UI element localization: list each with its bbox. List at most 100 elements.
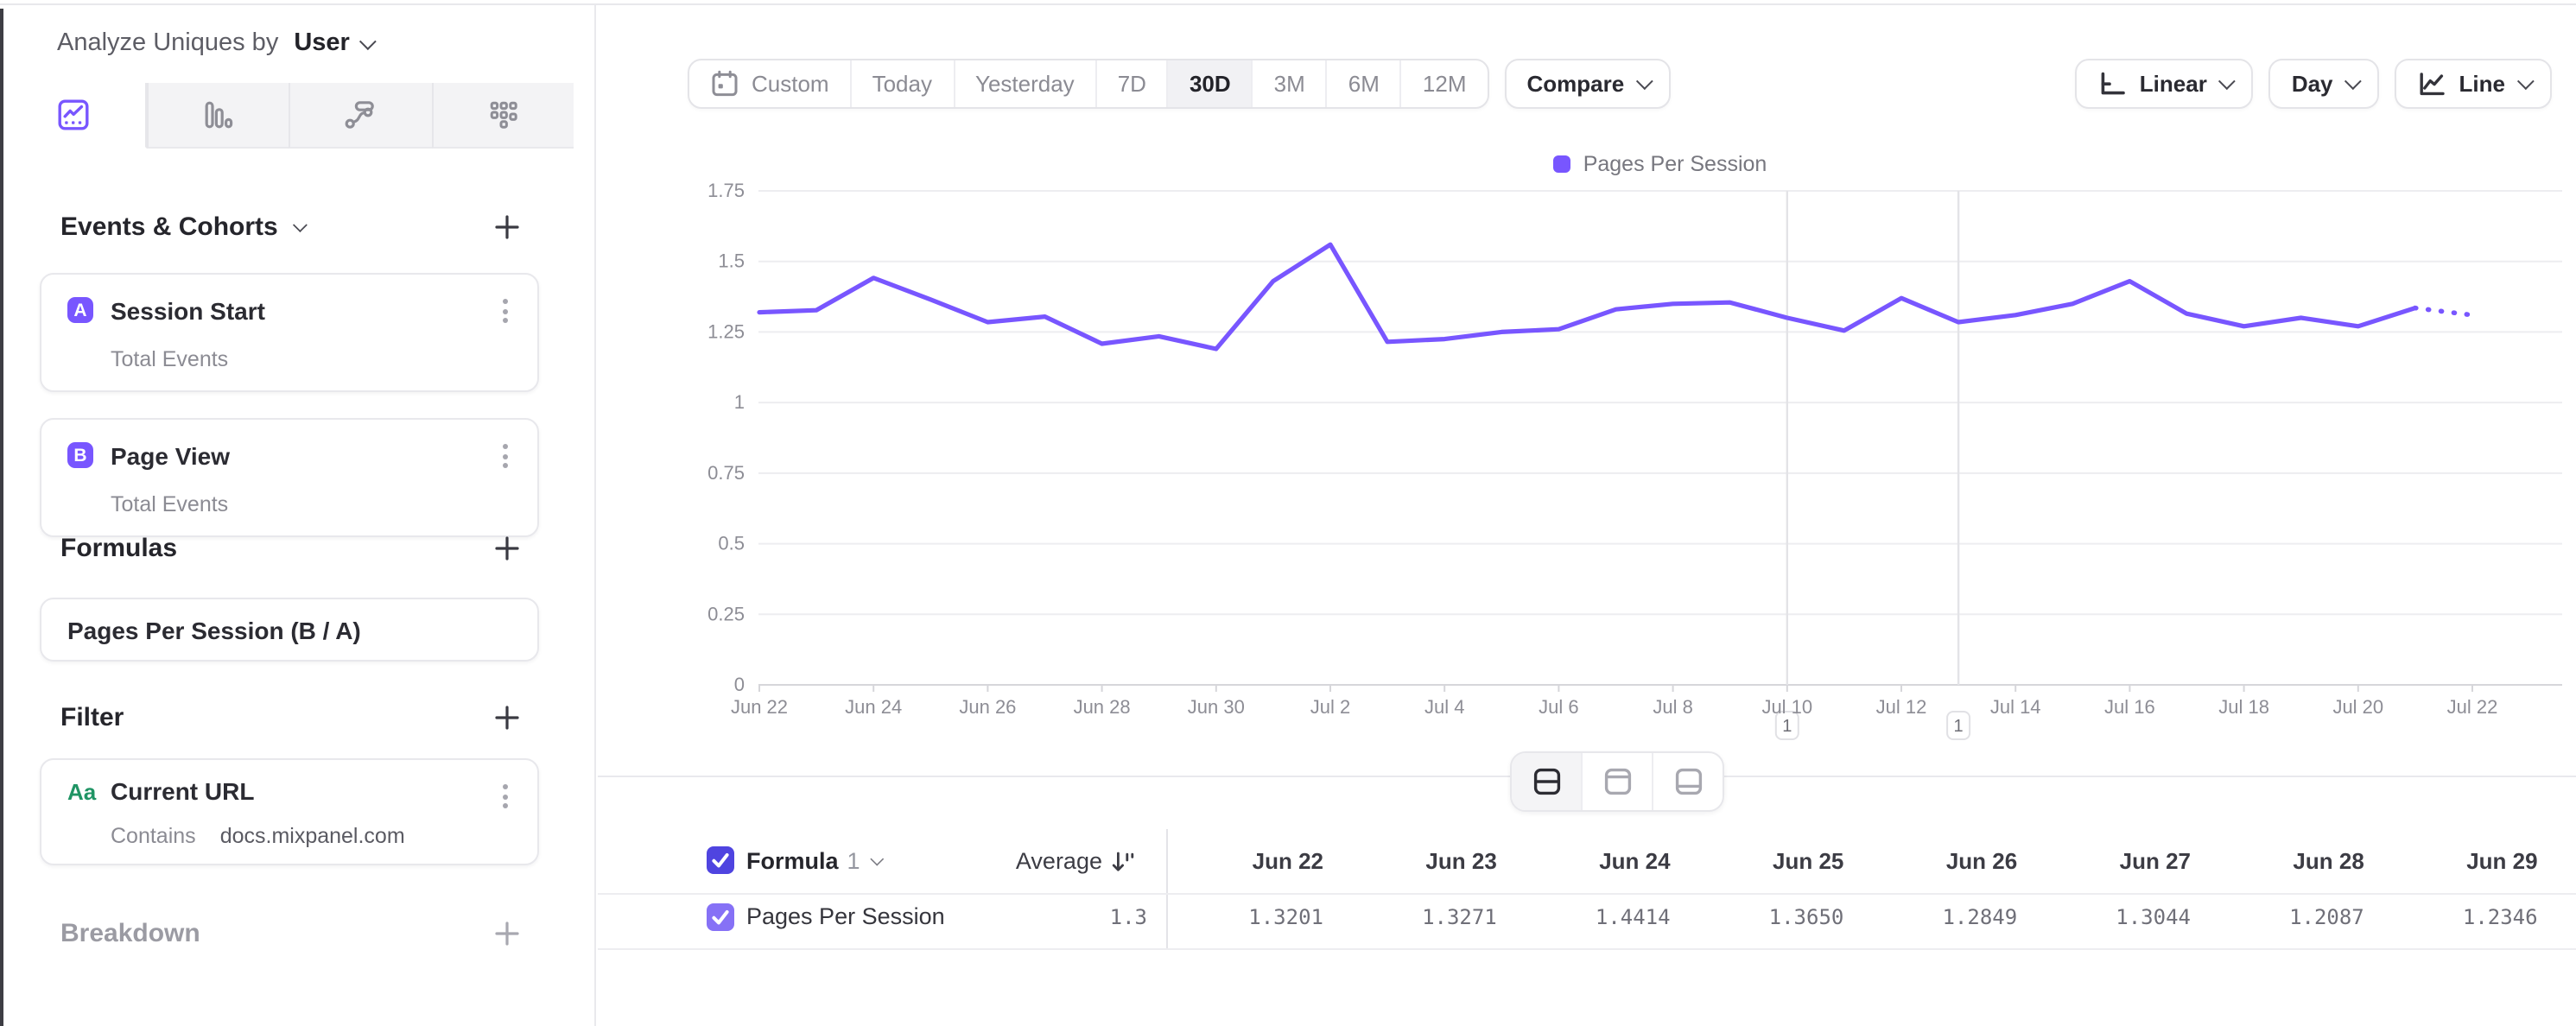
annotation-badge[interactable]: 1: [1946, 711, 1971, 740]
event-letter-badge: A: [67, 297, 93, 323]
chevron-down-icon: [2516, 73, 2535, 91]
event-name: Page View: [111, 442, 231, 470]
range-today[interactable]: Today: [852, 60, 955, 107]
y-tick-label: 0.5: [718, 533, 745, 554]
row-checkbox[interactable]: [707, 903, 734, 931]
chart-options-toolbar: Linear Day Line: [2075, 59, 2552, 109]
table-only-view-button[interactable]: [1652, 753, 1723, 810]
bar-chart-icon: [202, 98, 235, 131]
events-cohorts-header-label: Events & Cohorts: [60, 212, 278, 242]
cell-value-jun-23: 1.3271: [1422, 905, 1497, 929]
annotation-badge[interactable]: 1: [1774, 711, 1799, 740]
column-header-jun-24[interactable]: Jun 24: [1599, 848, 1671, 874]
kebab-menu-icon[interactable]: [492, 781, 517, 812]
series-line[interactable]: [757, 242, 2418, 352]
scale-dropdown[interactable]: Linear: [2075, 59, 2254, 109]
table-row-separator: [598, 948, 2576, 950]
split-view-button[interactable]: [1512, 753, 1581, 810]
analyze-by-dropdown[interactable]: User: [294, 29, 378, 57]
query-builder-sidebar: Analyze Uniques by User Events & Cohorts…: [3, 5, 596, 1026]
formula-dropdown[interactable]: Formula 1: [746, 848, 884, 874]
y-tick-label: 1: [734, 391, 745, 413]
split-view-icon: [1532, 767, 1561, 796]
average-value: 1.3: [1109, 905, 1147, 929]
date-range-toolbar: Custom Today Yesterday 7D 30D 3M 6M 12M Compare: [688, 59, 1672, 109]
range-6m[interactable]: 6M: [1328, 60, 1402, 107]
event-card-B[interactable]: B Page View Total Events: [40, 418, 539, 537]
tab-retention-grid[interactable]: [431, 83, 574, 149]
y-tick-label: 1.25: [707, 320, 745, 342]
filter-card[interactable]: Aa Current URL Contains docs.mixpanel.com: [40, 758, 539, 865]
granularity-dropdown[interactable]: Day: [2268, 59, 2380, 109]
report-main-area: Custom Today Yesterday 7D 30D 3M 6M 12M Compare…: [598, 5, 2576, 1026]
column-header-jun-27[interactable]: Jun 27: [2119, 848, 2191, 874]
compare-button[interactable]: Compare: [1504, 59, 1672, 109]
tab-insights-chart[interactable]: [3, 83, 146, 149]
range-yesterday[interactable]: Yesterday: [955, 60, 1097, 107]
formulas-header-label: Formulas: [60, 534, 178, 563]
cell-value-jun-25: 1.3650: [1768, 905, 1844, 929]
filter-operator[interactable]: Contains: [111, 824, 196, 848]
tab-flows[interactable]: [289, 83, 431, 149]
column-header-jun-29[interactable]: Jun 29: [2466, 848, 2538, 874]
kebab-menu-icon[interactable]: [492, 295, 517, 326]
insights-chart-icon: [58, 98, 91, 131]
chart-legend[interactable]: Pages Per Session: [758, 152, 2562, 176]
x-tick-label: Jun 30: [1188, 696, 1245, 718]
chart-type-dropdown[interactable]: Line: [2395, 59, 2552, 109]
report-type-tabs: [3, 83, 574, 149]
y-tick-label: 1.75: [707, 180, 745, 201]
x-tick-label: Jul 14: [1990, 696, 2041, 718]
string-property-icon: Aa: [67, 779, 97, 805]
chart-only-view-button[interactable]: [1581, 753, 1652, 810]
x-tick-label: Jun 26: [959, 696, 1016, 718]
y-tick-label: 0: [734, 674, 745, 695]
breakdown-header-add-button[interactable]: [492, 920, 520, 947]
x-tick-label: Jul 22: [2447, 696, 2498, 718]
sort-descending-icon[interactable]: [1111, 849, 1137, 873]
average-column-header[interactable]: Average: [857, 848, 1137, 874]
x-tick-label: Jul 16: [2104, 696, 2155, 718]
series-color-marker: [1553, 155, 1571, 173]
filter-condition: Contains docs.mixpanel.com: [111, 824, 405, 848]
column-header-jun-25[interactable]: Jun 25: [1773, 848, 1844, 874]
filter-header-add-button[interactable]: [492, 704, 520, 732]
tab-bar-chart[interactable]: [146, 83, 289, 149]
range-30d[interactable]: 30D: [1168, 60, 1253, 107]
select-all-checkbox[interactable]: [707, 846, 734, 874]
event-aggregation[interactable]: Total Events: [111, 347, 229, 371]
x-tick-label: Jun 28: [1074, 696, 1131, 718]
column-header-jun-23[interactable]: Jun 23: [1425, 848, 1497, 874]
formula-card[interactable]: Pages Per Session (B / A): [40, 598, 539, 662]
cell-value-jun-27: 1.3044: [2116, 905, 2191, 929]
x-tick-label: Jul 12: [1876, 696, 1927, 718]
column-header-jun-26[interactable]: Jun 26: [1945, 848, 2018, 874]
x-tick-label: Jul 4: [1424, 696, 1464, 718]
view-layout-toggle: [1510, 751, 1724, 812]
y-tick-label: 0.25: [707, 603, 745, 624]
calendar-icon: [710, 69, 739, 98]
range-7d[interactable]: 7D: [1097, 60, 1169, 107]
chevron-down-icon: [2344, 73, 2363, 91]
range-12m[interactable]: 12M: [1422, 71, 1467, 97]
range-3m[interactable]: 3M: [1253, 60, 1328, 107]
formulas-header-add-button[interactable]: [492, 535, 520, 562]
table-column-divider: [1166, 829, 1168, 948]
column-header-jun-28[interactable]: Jun 28: [2293, 848, 2364, 874]
chevron-down-icon: [359, 32, 378, 50]
analyze-by-row: Analyze Uniques by User: [57, 19, 378, 67]
event-card-A[interactable]: A Session Start Total Events: [40, 273, 539, 392]
table-only-view-icon: [1673, 767, 1703, 796]
event-aggregation[interactable]: Total Events: [111, 492, 229, 516]
events-cohorts-header-add-button[interactable]: [492, 213, 520, 241]
line-chart[interactable]: 0 0.25 0.5 0.75 1 1.25 1.5 1.75 1 1 Jun 22 Jun 24 Ju…: [598, 143, 2576, 748]
cell-value-jun-26: 1.2849: [1942, 905, 2018, 929]
x-tick-label: Jul 18: [2218, 696, 2269, 718]
kebab-menu-icon[interactable]: [492, 440, 517, 472]
filter-value[interactable]: docs.mixpanel.com: [219, 824, 405, 848]
range-custom[interactable]: Custom: [689, 60, 852, 107]
series-line-incomplete[interactable]: [2413, 305, 2475, 318]
column-header-jun-22[interactable]: Jun 22: [1252, 848, 1323, 874]
table-header-separator: [598, 893, 2576, 895]
